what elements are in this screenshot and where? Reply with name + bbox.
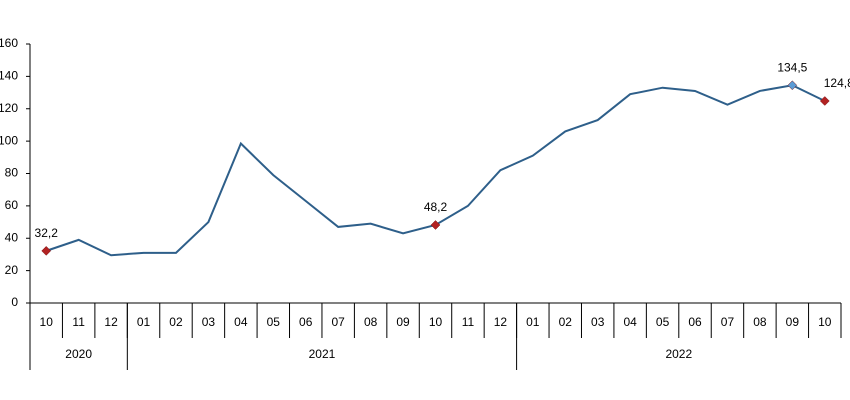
x-tick-label: 08 bbox=[753, 315, 767, 329]
x-tick-label: 12 bbox=[104, 315, 118, 329]
x-tick-label: 05 bbox=[267, 315, 281, 329]
y-tick-label: 80 bbox=[5, 166, 19, 180]
y-tick-label: 40 bbox=[5, 230, 19, 244]
x-tick-label: 09 bbox=[396, 315, 410, 329]
x-tick-label: 09 bbox=[786, 315, 800, 329]
x-tick-label: 10 bbox=[818, 315, 832, 329]
y-tick-label: 100 bbox=[0, 133, 18, 147]
x-tick-label: 06 bbox=[299, 315, 313, 329]
x-tick-label: 07 bbox=[332, 315, 346, 329]
data-marker bbox=[41, 246, 52, 256]
x-tick-label: 04 bbox=[234, 315, 248, 329]
x-tick-label: 04 bbox=[623, 315, 637, 329]
value-label: 124,8 bbox=[824, 76, 850, 90]
x-tick-label: 05 bbox=[656, 315, 670, 329]
x-tick-label: 11 bbox=[72, 315, 85, 329]
x-tick-label: 06 bbox=[688, 315, 702, 329]
x-tick-label: 03 bbox=[591, 315, 605, 329]
x-tick-label: 10 bbox=[429, 315, 443, 329]
year-label: 2022 bbox=[665, 347, 692, 361]
x-tick-label: 08 bbox=[364, 315, 378, 329]
y-tick-label: 20 bbox=[5, 263, 19, 277]
data-marker bbox=[430, 220, 441, 230]
x-tick-label: 11 bbox=[462, 315, 475, 329]
value-label: 48,2 bbox=[424, 200, 448, 214]
y-tick-label: 60 bbox=[5, 198, 19, 212]
y-tick-label: 120 bbox=[0, 101, 18, 115]
x-tick-label: 07 bbox=[721, 315, 735, 329]
data-marker bbox=[819, 96, 830, 106]
value-label: 134,5 bbox=[777, 60, 807, 74]
value-label: 32,2 bbox=[35, 226, 59, 240]
y-tick-label: 140 bbox=[0, 69, 18, 83]
x-tick-label: 01 bbox=[137, 315, 151, 329]
year-label: 2020 bbox=[65, 347, 92, 361]
y-tick-label: 160 bbox=[0, 36, 18, 50]
x-tick-label: 10 bbox=[40, 315, 54, 329]
year-label: 2021 bbox=[309, 347, 336, 361]
y-tick-label: 0 bbox=[11, 295, 18, 309]
x-tick-label: 01 bbox=[526, 315, 540, 329]
x-tick-label: 03 bbox=[202, 315, 216, 329]
data-marker bbox=[787, 80, 798, 91]
x-tick-label: 02 bbox=[169, 315, 183, 329]
x-tick-label: 12 bbox=[494, 315, 508, 329]
x-tick-label: 02 bbox=[559, 315, 573, 329]
